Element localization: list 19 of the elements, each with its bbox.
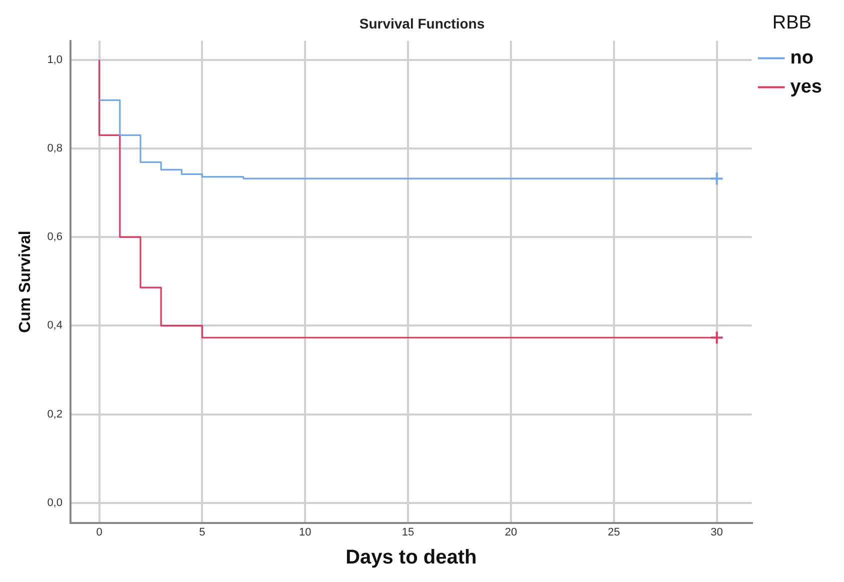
y-tick-label: 1,0 <box>47 54 62 66</box>
legend-label: no <box>790 48 814 69</box>
y-tick-label: 0,6 <box>47 231 62 244</box>
x-tick-label: 30 <box>710 526 723 538</box>
y-axis-title: Cum Survival <box>17 230 34 333</box>
x-tick-label: 20 <box>504 526 518 538</box>
y-tick-label: 0,0 <box>47 496 62 509</box>
chart-title: Survival Functions <box>359 15 485 32</box>
legend-label: yes <box>790 76 822 98</box>
x-tick-label: 15 <box>402 526 414 538</box>
y-tick-label: 0,8 <box>47 142 62 154</box>
x-tick-label: 5 <box>199 526 206 538</box>
y-tick-label: 0,4 <box>47 320 62 332</box>
y-tick-label: 0,2 <box>47 408 62 420</box>
x-tick-label: 10 <box>299 526 312 538</box>
x-axis-title: Days to death <box>346 546 477 569</box>
x-tick-label: 0 <box>96 526 102 538</box>
x-tick-label: 25 <box>608 526 620 538</box>
legend-title: RBB <box>772 12 812 34</box>
